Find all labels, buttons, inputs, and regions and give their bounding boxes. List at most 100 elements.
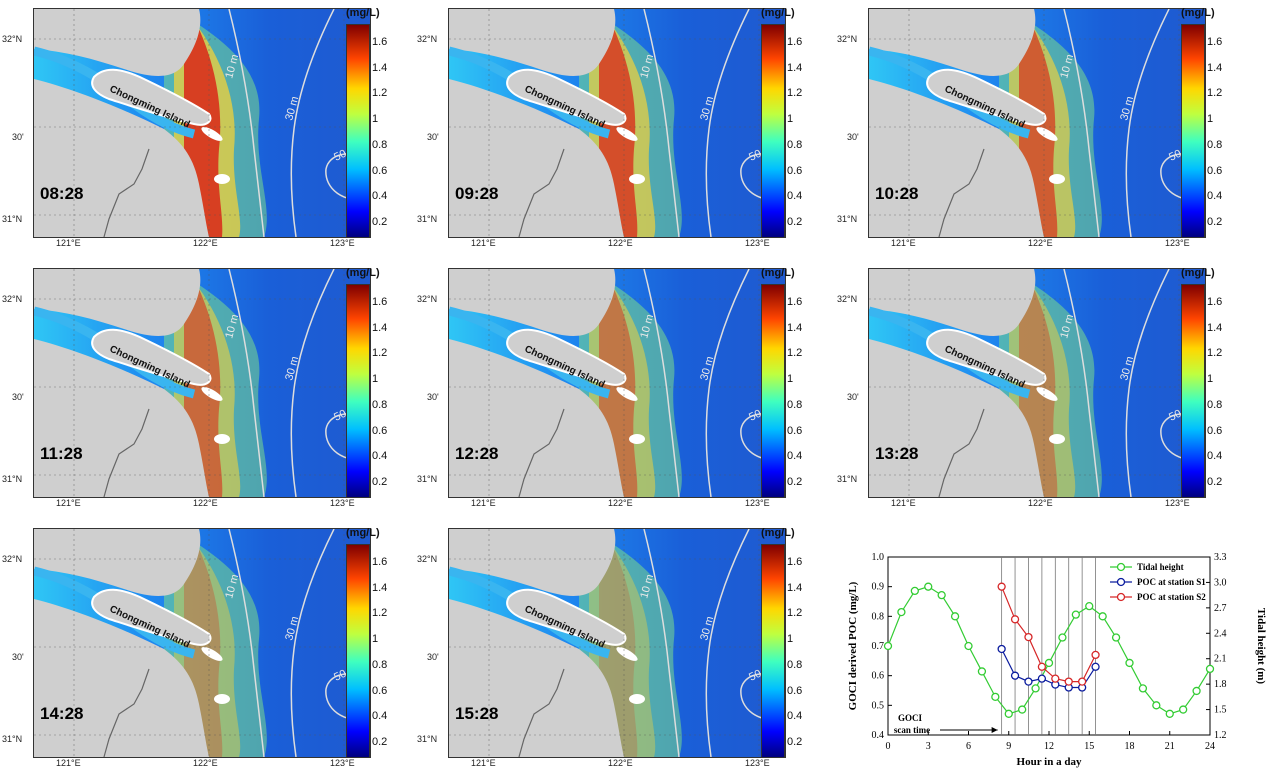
- lat-label: 32°N: [837, 294, 858, 304]
- colorbar-tick: 0.4: [787, 710, 803, 723]
- y2-tick-label: 3.3: [1214, 552, 1227, 563]
- data-point: [1058, 633, 1067, 642]
- lat-label: 31°N: [417, 474, 438, 484]
- colorbar-tick: 1: [787, 633, 794, 646]
- lon-label: 122°E: [1028, 238, 1053, 248]
- lon-label: 121°E: [56, 238, 81, 248]
- colorbar: [346, 284, 370, 498]
- lon-label: 123°E: [330, 238, 355, 248]
- data-point: [1077, 677, 1087, 686]
- annotation-arrowhead: [991, 727, 998, 733]
- colorbar: [346, 544, 370, 758]
- colorbar-tick: 1.2: [1207, 87, 1223, 100]
- time-label: 14:28: [40, 704, 84, 723]
- colorbar-tick: 1.4: [787, 581, 803, 594]
- data-point: [1004, 709, 1013, 718]
- data-point: [977, 667, 987, 676]
- data-point: [1111, 633, 1121, 642]
- x-tick-label: 18: [1125, 741, 1135, 752]
- annotation-label: GOCI: [898, 713, 923, 723]
- lon-label: 123°E: [745, 758, 770, 768]
- colorbar-tick: 1.4: [372, 581, 388, 594]
- y-tick-label: 0.9: [872, 582, 885, 593]
- y-tick-label: 0.8: [872, 611, 885, 622]
- colorbar-tick: 1.2: [787, 607, 803, 620]
- lon-label: 123°E: [745, 238, 770, 248]
- colorbar-tick: 0.8: [1207, 398, 1223, 411]
- lon-label: 121°E: [471, 498, 496, 508]
- tide-poc-chart: 0 3 6 9 12 15 18 21 24 0.4 0.5 0.6 0.7 0.8 0.9 1.0 1.2 1.…: [847, 552, 1267, 768]
- lon-label: 121°E: [56, 758, 81, 768]
- colorbar-tick: 1.4: [1207, 61, 1223, 74]
- y2-tick-label: 2.4: [1214, 628, 1227, 639]
- lat-label: 30': [427, 652, 439, 662]
- colorbar: [761, 24, 785, 238]
- legend-label: Tidal height: [1137, 562, 1184, 572]
- colorbar-tick: 1.6: [372, 296, 388, 308]
- lat-label: 30': [12, 392, 24, 402]
- lat-label: 31°N: [417, 214, 438, 224]
- lon-label: 122°E: [608, 498, 633, 508]
- x-tick-label: 21: [1165, 741, 1175, 752]
- colorbar-tick: 1: [372, 633, 379, 646]
- colorbar-tick: 0.4: [372, 190, 388, 203]
- colorbar-tick: 0.8: [1207, 138, 1223, 151]
- colorbar-tick: 0.8: [372, 138, 388, 151]
- data-point: [997, 644, 1006, 654]
- lat-label: 30': [12, 652, 24, 662]
- colorbar-tick: 0.2: [1207, 215, 1223, 228]
- lat-label: 32°N: [837, 34, 858, 44]
- time-label: 12:28: [455, 444, 499, 463]
- colorbar: [761, 544, 785, 758]
- x-tick-label: 0: [886, 741, 891, 752]
- colorbar-tick: 0.6: [1207, 164, 1223, 177]
- colorbar-unit: (mg/L): [346, 527, 380, 539]
- lon-label: 121°E: [56, 498, 81, 508]
- colorbar-tick: 0.2: [372, 735, 388, 748]
- lon-label: 121°E: [471, 238, 496, 248]
- data-point: [1205, 664, 1215, 674]
- colorbar-tick: 0.4: [372, 710, 388, 723]
- colorbar-tick: 0.4: [1207, 450, 1223, 463]
- data-point: [1037, 674, 1047, 683]
- time-label: 13:28: [875, 444, 919, 463]
- colorbar-tick: 1.6: [787, 36, 803, 48]
- lon-label: 122°E: [608, 758, 633, 768]
- lat-label: 30': [427, 132, 439, 142]
- legend-marker: [1116, 592, 1126, 602]
- colorbar: [761, 284, 785, 498]
- x-axis-label: Hour in a day: [1017, 756, 1082, 768]
- lat-label: 32°N: [2, 294, 23, 304]
- data-point: [1024, 632, 1033, 642]
- y2-tick-label: 1.5: [1214, 705, 1227, 716]
- lon-label: 122°E: [1028, 498, 1053, 508]
- lat-label: 31°N: [837, 474, 858, 484]
- colorbar-tick: 1.6: [787, 556, 803, 568]
- lon-label: 123°E: [1165, 498, 1190, 508]
- y-axis-label: GOCI derived POC (mg/L): [847, 581, 859, 710]
- lat-label: 30': [427, 392, 439, 402]
- colorbar-tick: 1: [372, 113, 379, 126]
- x-tick-label: 15: [1084, 741, 1094, 752]
- colorbar-tick: 1.2: [372, 347, 388, 360]
- colorbar-tick: 0.8: [787, 398, 803, 411]
- colorbar-unit: (mg/L): [346, 7, 380, 19]
- colorbar-tick: 0.4: [1207, 190, 1223, 203]
- colorbar-tick: 1.2: [787, 347, 803, 360]
- time-label: 11:28: [40, 444, 83, 463]
- data-point: [1192, 686, 1201, 696]
- colorbar-tick: 0.2: [372, 215, 388, 228]
- lon-label: 123°E: [330, 498, 355, 508]
- legend-marker: [1116, 562, 1126, 572]
- colorbar-tick: 0.4: [787, 450, 803, 463]
- colorbar-tick: 1.4: [787, 61, 803, 74]
- lat-label: 31°N: [837, 214, 858, 224]
